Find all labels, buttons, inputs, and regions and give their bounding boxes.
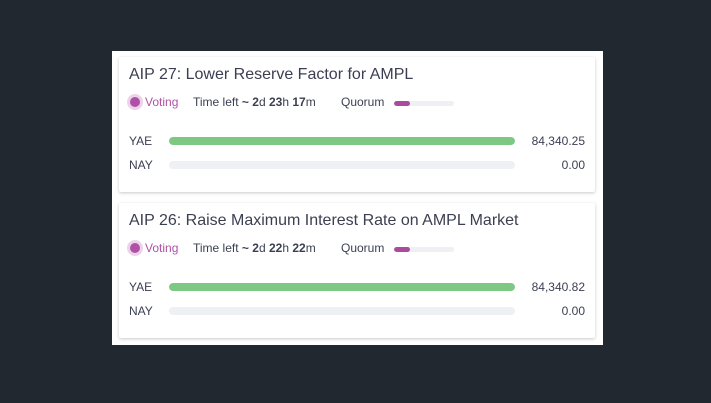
time-number: 22 <box>268 241 283 255</box>
proposal-list: AIP 27: Lower Reserve Factor for AMPL Vot… <box>112 51 603 345</box>
quorum-label: Quorum <box>341 241 385 255</box>
vote-row: YAE 84,340.82 <box>129 280 585 294</box>
time-left: Time left ~ 2d 22h 22m <box>193 241 316 255</box>
status-label: Voting <box>145 241 179 255</box>
vote-track <box>169 307 515 315</box>
time-unit: m <box>305 95 316 109</box>
vote-value: 0.00 <box>561 304 585 318</box>
vote-row: NAY 0.00 <box>129 158 585 172</box>
time-number: 23 <box>268 95 283 109</box>
time-unit: h <box>282 241 290 255</box>
status: Voting <box>129 241 178 255</box>
quorum-bar <box>394 101 454 106</box>
vote-label: NAY <box>129 158 153 172</box>
time-approx: ~ <box>241 241 249 255</box>
proposal-title: AIP 26: Raise Maximum Interest Rate on A… <box>129 212 519 229</box>
vote-value: 84,340.82 <box>531 280 585 294</box>
quorum-fill <box>394 247 411 252</box>
vote-label: YAE <box>129 134 153 148</box>
vote-track <box>169 283 515 291</box>
vote-value: 0.00 <box>561 158 585 172</box>
time-number: 2 <box>252 241 259 255</box>
time-label: Time left <box>193 95 239 109</box>
time-number: 17 <box>292 95 306 109</box>
vote-track <box>169 137 515 145</box>
vote-row: YAE 84,340.25 <box>129 134 585 148</box>
time-unit: h <box>282 95 290 109</box>
vote-bar <box>169 283 515 291</box>
quorum-fill <box>394 101 411 106</box>
time-left: Time left ~ 2d 23h 17m <box>193 95 316 109</box>
vote-label: YAE <box>129 280 153 294</box>
status: Voting <box>129 95 178 109</box>
proposal-card[interactable]: AIP 26: Raise Maximum Interest Rate on A… <box>119 203 595 338</box>
time-number: 2 <box>252 95 259 109</box>
vote-track <box>169 161 515 169</box>
status-label: Voting <box>145 95 179 109</box>
vote-row: NAY 0.00 <box>129 304 585 318</box>
time-unit: d <box>258 95 266 109</box>
vote-bar <box>169 137 515 145</box>
proposal-card[interactable]: AIP 27: Lower Reserve Factor for AMPL Vot… <box>119 57 595 192</box>
time-label: Time left <box>193 241 239 255</box>
vote-value: 84,340.25 <box>531 134 585 148</box>
time-unit: d <box>258 241 266 255</box>
time-unit: m <box>305 241 316 255</box>
proposal-title: AIP 27: Lower Reserve Factor for AMPL <box>129 66 414 83</box>
time-approx: ~ <box>241 95 249 109</box>
quorum-label: Quorum <box>341 95 385 109</box>
time-number: 22 <box>292 241 306 255</box>
quorum-bar <box>394 247 454 252</box>
status-dot <box>130 97 140 107</box>
vote-label: NAY <box>129 304 153 318</box>
status-dot <box>130 243 140 253</box>
